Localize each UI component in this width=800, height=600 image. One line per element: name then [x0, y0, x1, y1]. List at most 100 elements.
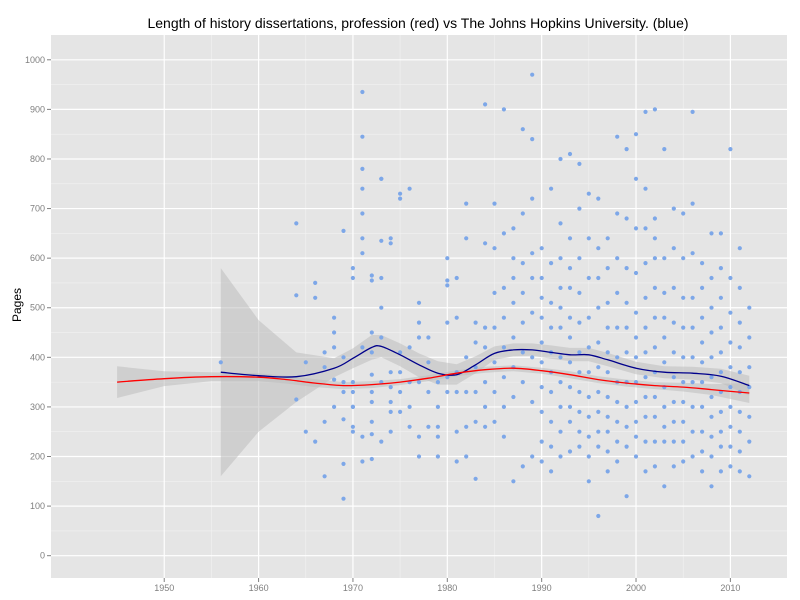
- data-point: [369, 278, 374, 283]
- data-point: [662, 335, 667, 340]
- data-point: [398, 389, 403, 395]
- data-point: [445, 256, 450, 261]
- data-point: [407, 424, 412, 429]
- data-point: [633, 355, 639, 360]
- data-point: [445, 375, 450, 380]
- data-point: [643, 414, 648, 419]
- data-point: [322, 474, 327, 479]
- data-point: [360, 134, 365, 139]
- data-point: [558, 156, 563, 162]
- data-point: [398, 350, 403, 355]
- data-point: [341, 461, 346, 466]
- data-point: [520, 127, 525, 132]
- data-point: [662, 404, 667, 409]
- data-point: [369, 273, 374, 278]
- data-point: [615, 134, 620, 139]
- data-point: [577, 206, 582, 211]
- x-tick-label: 1970: [343, 583, 363, 593]
- data-point: [652, 315, 658, 320]
- data-point: [567, 404, 573, 409]
- profession-smooth-line: [117, 367, 750, 394]
- data-point: [718, 370, 724, 375]
- data-point: [369, 432, 374, 437]
- data-point: [633, 335, 639, 340]
- data-point: [671, 285, 676, 290]
- data-point: [643, 226, 648, 231]
- data-point: [615, 256, 620, 261]
- data-point: [605, 429, 610, 434]
- data-point: [747, 439, 752, 444]
- data-point: [520, 320, 525, 325]
- data-point: [464, 424, 469, 429]
- data-point: [539, 409, 544, 414]
- data-point: [643, 186, 648, 191]
- data-point: [369, 456, 374, 462]
- data-point: [643, 295, 648, 300]
- data-point: [718, 325, 724, 330]
- x-axis-ticks: 1950 1960 1970 1980 1990 2000 2010: [154, 578, 740, 593]
- data-point: [671, 439, 676, 444]
- data-point: [379, 305, 384, 310]
- data-point: [596, 444, 601, 449]
- data-point: [360, 236, 365, 241]
- data-point: [501, 375, 506, 380]
- data-point: [501, 285, 506, 290]
- data-point: [539, 439, 544, 444]
- data-point: [473, 340, 478, 345]
- data-point: [558, 404, 563, 409]
- data-point: [501, 404, 506, 409]
- scatter-points: [218, 72, 752, 519]
- data-point: [303, 360, 308, 365]
- y-tick-label: 100: [30, 501, 45, 511]
- data-point: [662, 147, 667, 152]
- data-point: [624, 404, 629, 409]
- data-point: [700, 449, 705, 454]
- data-point: [454, 275, 459, 281]
- data-point: [596, 340, 601, 345]
- data-point: [473, 389, 478, 395]
- data-point: [360, 345, 365, 350]
- y-tick-label: 0: [40, 551, 45, 561]
- data-point: [586, 479, 591, 484]
- data-point: [577, 350, 582, 355]
- data-point: [615, 399, 620, 405]
- data-point: [398, 196, 403, 201]
- data-point: [483, 241, 488, 246]
- data-point: [539, 295, 544, 300]
- data-point: [681, 419, 686, 424]
- data-point: [586, 394, 591, 400]
- data-point: [388, 241, 393, 246]
- data-point: [549, 444, 554, 449]
- y-tick-label: 700: [30, 204, 45, 214]
- data-point: [454, 459, 459, 464]
- data-point: [605, 394, 610, 400]
- data-point: [549, 469, 554, 474]
- data-point: [586, 191, 591, 196]
- x-tick-label: 1980: [437, 583, 457, 593]
- data-point: [652, 256, 658, 261]
- data-point: [501, 231, 506, 236]
- data-point: [709, 275, 714, 281]
- data-point: [586, 454, 591, 459]
- data-point: [728, 464, 733, 469]
- data-point: [577, 409, 582, 414]
- data-point: [737, 285, 742, 290]
- data-point: [709, 414, 714, 419]
- data-point: [539, 275, 544, 281]
- data-point: [652, 345, 658, 350]
- data-point: [426, 424, 431, 429]
- data-point: [313, 280, 318, 285]
- data-point: [464, 236, 469, 241]
- data-point: [615, 459, 620, 464]
- data-point: [294, 397, 299, 402]
- data-point: [530, 399, 535, 405]
- data-point: [332, 377, 337, 382]
- data-point: [633, 132, 639, 137]
- data-point: [388, 399, 393, 405]
- data-point: [690, 355, 695, 360]
- data-point: [586, 434, 591, 439]
- data-point: [360, 186, 365, 191]
- data-point: [671, 464, 676, 469]
- data-point: [303, 429, 308, 434]
- data-point: [577, 429, 582, 434]
